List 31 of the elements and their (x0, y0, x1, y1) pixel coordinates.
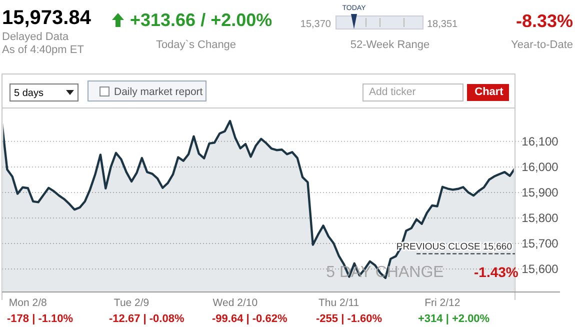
y-tick-label: 16,000 (522, 160, 559, 174)
annotation: -1.43% (474, 264, 519, 280)
y-tick-label: 15,900 (522, 186, 559, 200)
y-tick-label: 15,700 (522, 236, 559, 251)
x-tick-label: Mon 2/8 (8, 297, 48, 309)
text: Daily market report (114, 86, 203, 98)
text: Add ticker (369, 86, 416, 98)
y-tick-label: 15,600 (522, 262, 559, 276)
x-tick-label: Tue 2/9 (114, 297, 150, 309)
x-tick-label: Fri 2/12 (424, 297, 460, 309)
text: +314 | +2.00% (418, 313, 490, 325)
text: 52-Week Range (350, 39, 430, 51)
text: As of 4:40pm ET (2, 44, 84, 56)
text: -12.67 | -0.08% (109, 313, 184, 325)
text: -99.64 | -0.62% (212, 313, 288, 325)
text: Today`s Change (156, 39, 236, 51)
text: -255 | -1.60% (316, 313, 382, 325)
text: +313.66 / +2.00% (130, 10, 272, 30)
text: -178 | -1.10% (7, 313, 74, 325)
text: Year-to-Date (511, 39, 573, 51)
text: 5 days (14, 88, 44, 99)
chart-title: 15,973.84 (2, 7, 92, 29)
text: Delayed Data (2, 31, 70, 43)
text: 15,370 (300, 19, 332, 30)
x-tick-label: Thu 2/11 (318, 297, 360, 309)
y-tick-label: 16,100 (522, 134, 559, 149)
x-tick-label: Wed 2/10 (212, 297, 258, 309)
text: -8.33% (516, 11, 573, 31)
text: 18,351 (427, 19, 458, 30)
text: Chart (474, 86, 504, 98)
y-tick-label: 15,800 (522, 211, 559, 226)
